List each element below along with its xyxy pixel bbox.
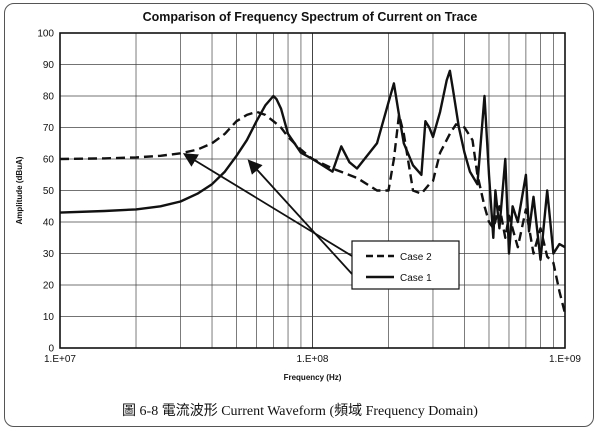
y-axis-label: Amplitude (dBuA) [15, 156, 24, 224]
legend-pointer-arrow [247, 159, 353, 275]
figure-caption: 圖 6-8 電流波形 Current Waveform (頻域 Frequenc… [122, 404, 478, 419]
y-tick-label: 60 [43, 155, 55, 166]
y-tick-label: 100 [37, 29, 54, 40]
x-axis-label: Frequency (Hz) [284, 373, 342, 382]
chart-title: Comparison of Frequency Spectrum of Curr… [143, 10, 478, 24]
case-1-line [59, 69, 566, 261]
x-tick-label: 1.E+07 [44, 354, 76, 365]
y-tick-label: 70 [43, 123, 55, 134]
series-lines [59, 69, 567, 314]
legend-label: Case 2 [400, 252, 432, 263]
y-tick-label: 0 [48, 344, 54, 355]
y-tick-labels: 0 10 20 30 40 50 60 70 80 90 100 [37, 29, 54, 355]
y-tick-label: 10 [43, 312, 55, 323]
legend-pointer-arrow [182, 153, 353, 257]
x-tick-labels: 1.E+07 1.E+08 1.E+09 [44, 354, 581, 365]
y-tick-label: 90 [43, 60, 55, 71]
y-tick-label: 40 [43, 218, 55, 229]
legend: Case 2 Case 1 [182, 153, 460, 290]
y-tick-label: 20 [43, 281, 55, 292]
plot-area-border [59, 32, 566, 349]
x-tick-label: 1.E+09 [549, 354, 581, 365]
legend-label: Case 1 [400, 273, 432, 284]
y-tick-label: 50 [43, 186, 55, 197]
y-tick-label: 80 [43, 92, 55, 103]
y-tick-label: 30 [43, 249, 55, 260]
x-tick-label: 1.E+08 [297, 354, 329, 365]
legend-box [351, 240, 460, 290]
